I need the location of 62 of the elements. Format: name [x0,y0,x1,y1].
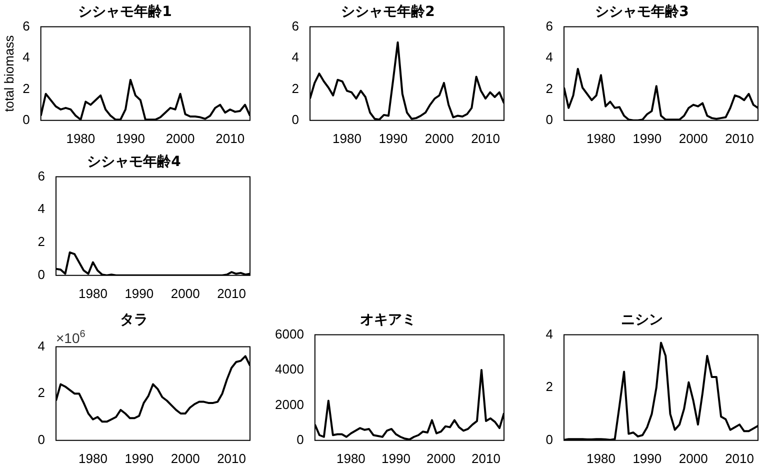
y-tick-label: 0 [22,112,30,127]
x-tick-label: 1990 [124,286,154,301]
y-tick-label: 4 [292,50,299,65]
y-tick-label: 4 [22,50,30,65]
chart-title: シシャモ年齢4 [87,154,182,170]
x-tick-label: 1980 [78,286,108,301]
y-axis-title: total biomass [1,34,16,112]
y-tick-label: 2 [546,379,553,394]
y-tick-label: 0 [292,112,299,127]
x-tick-label: 1980 [586,450,616,466]
chart-title: オキアミ [360,312,416,328]
x-tick-label: 2000 [426,450,456,466]
x-tick-label: 2000 [170,286,200,301]
y-tick-label: 2000 [275,396,304,412]
x-tick-label: 1990 [632,130,662,146]
y-tick-label: 6 [546,18,553,34]
y-tick-label: 6 [38,168,45,184]
x-tick-label: 2000 [424,130,454,146]
y-tick-label: 0 [546,432,553,447]
x-tick-label: 2010 [725,130,754,146]
x-tick-label: 1990 [378,130,408,146]
y-tick-label: 4 [546,326,553,342]
y-tick-label: 2 [38,234,45,250]
y-tick-label: 4 [546,50,553,65]
y-tick-label: 4 [38,338,45,354]
x-tick-label: 2000 [166,130,195,146]
x-tick-label: 1980 [78,450,108,466]
y-tick-label: 6000 [275,326,304,342]
y-tick-label: 4000 [275,362,304,377]
y-tick-label: 2 [38,385,45,400]
chart-title: シシャモ年齢2 [341,4,435,20]
chart-title: シシャモ年齢3 [595,4,689,20]
x-tick-label: 2000 [678,450,708,466]
x-tick-label: 1980 [586,130,616,146]
x-tick-label: 1990 [632,450,662,466]
y-tick-label: 0 [546,112,553,127]
x-tick-label: 2010 [725,450,754,466]
y-tick-label: 2 [292,80,299,96]
y-tick-label: 2 [546,80,553,96]
y-tick-label: 0 [38,432,45,447]
x-tick-label: 1990 [381,450,410,466]
x-tick-label: 2010 [471,130,500,146]
x-tick-label: 1980 [332,130,362,146]
x-tick-label: 2010 [217,286,246,301]
chart-title: シシャモ年齢1 [78,4,172,20]
y-tick-label: 4 [38,201,45,216]
x-tick-label: 1990 [124,450,154,466]
y-tick-label: 6 [292,18,299,34]
y-tick-label: 2 [22,80,30,96]
x-tick-label: 2010 [216,130,245,146]
chart-title: タラ [120,312,148,328]
x-tick-label: 2010 [217,450,246,466]
x-tick-label: 1980 [336,450,366,466]
x-tick-label: 2000 [170,450,200,466]
x-tick-label: 2010 [472,450,500,466]
y-tick-label: 0 [296,432,304,447]
x-tick-label: 1990 [116,130,145,146]
y-tick-label: 6 [22,18,30,34]
x-tick-label: 1980 [66,130,96,146]
y-tick-label: 0 [38,266,45,282]
chart-title: ニシン [621,312,663,328]
x-tick-label: 2000 [678,130,708,146]
